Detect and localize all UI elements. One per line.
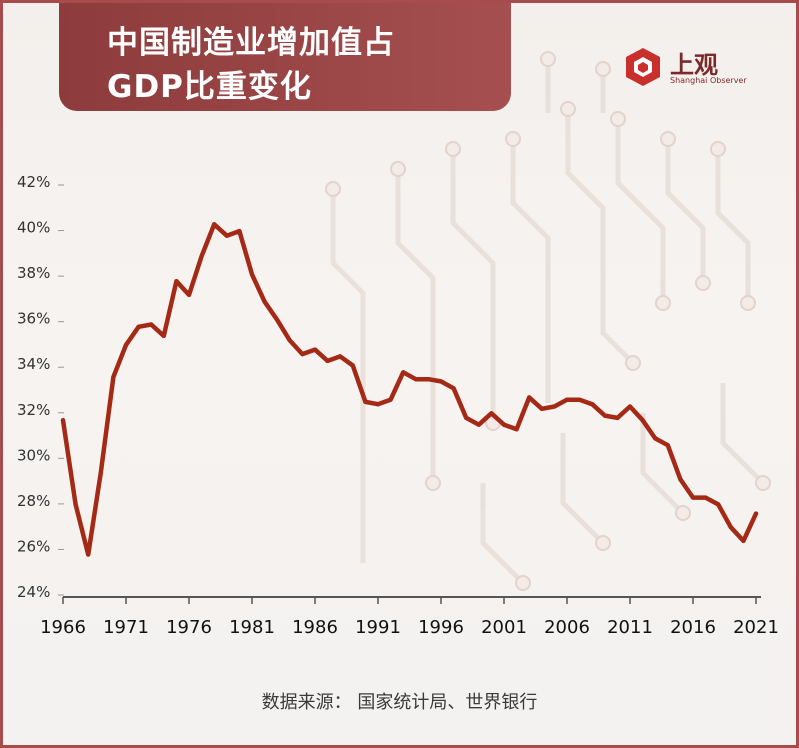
y-tick-label: 32% <box>17 401 50 419</box>
data-point <box>350 363 355 368</box>
data-point <box>691 495 695 500</box>
data-point <box>426 377 431 382</box>
x-tick-label: 1966 <box>40 617 86 638</box>
data-point <box>451 386 456 391</box>
y-tick-label: 38% <box>17 264 50 282</box>
x-axis: 1966 1971 1976 1981 1986 1991 1996 2001 2006 2011… <box>40 596 779 638</box>
data-point <box>124 343 128 347</box>
data-point <box>61 418 65 423</box>
data-point <box>136 324 141 329</box>
data-point <box>439 379 443 384</box>
y-tick-label: 24% <box>17 583 50 601</box>
data-point <box>590 402 595 407</box>
data-point <box>502 422 506 427</box>
data-point <box>275 317 280 322</box>
data-point <box>237 229 242 234</box>
x-tick-label: 2011 <box>607 617 653 638</box>
infographic-card: 中国制造业增加值占 GDP比重变化 上观 Shanghai Observer 2… <box>3 3 796 745</box>
data-point <box>539 406 544 411</box>
data-point <box>73 502 78 507</box>
x-tick-label: 2016 <box>670 617 716 638</box>
x-tick-label: 1996 <box>418 617 464 638</box>
x-tick-label: 2006 <box>544 617 590 638</box>
data-point <box>401 370 406 375</box>
data-point <box>300 352 305 357</box>
circuit-background-decoration <box>325 51 771 591</box>
x-tick-label: 1986 <box>292 617 338 638</box>
y-tick-label: 28% <box>17 492 50 510</box>
data-point <box>741 538 746 543</box>
data-point <box>577 397 582 402</box>
data-point <box>212 222 217 227</box>
data-point <box>250 272 254 277</box>
data-point <box>376 402 380 407</box>
y-tick-label: 34% <box>17 355 50 373</box>
data-point <box>514 427 519 432</box>
data-point <box>653 436 658 441</box>
data-point <box>161 333 166 338</box>
data-point <box>565 397 569 402</box>
data-point <box>199 254 204 259</box>
data-point <box>678 477 683 482</box>
data-point <box>363 399 368 404</box>
data-point <box>703 495 708 500</box>
data-point <box>174 279 179 284</box>
data-point <box>615 415 620 420</box>
x-tick-label: 1976 <box>166 617 212 638</box>
data-point <box>98 470 103 475</box>
series-layer <box>60 222 759 557</box>
brand-logo: 上观 Shanghai Observer <box>623 47 753 87</box>
data-point <box>754 511 758 516</box>
brand-subtitle: Shanghai Observer <box>670 76 747 85</box>
x-tick-label: 1991 <box>355 617 401 638</box>
y-tick-label: 40% <box>17 219 50 237</box>
y-tick-label: 30% <box>17 446 50 464</box>
y-tick-label: 26% <box>17 537 50 555</box>
data-point <box>149 322 154 327</box>
y-tick-label: 42% <box>17 173 50 191</box>
x-tick-label: 2001 <box>481 617 527 638</box>
data-point <box>602 413 607 418</box>
data-point <box>728 525 733 530</box>
series-line <box>60 222 759 557</box>
data-source-note: 数据来源： 国家统计局、世界银行 <box>261 692 538 713</box>
y-tick-label: 36% <box>17 310 50 328</box>
x-tick-label: 1981 <box>229 617 275 638</box>
page-title-line-2: GDP比重变化 <box>107 69 312 105</box>
data-point <box>325 358 330 363</box>
data-point <box>338 354 343 359</box>
line-chart: 24%26%28%30%32%34%36%38%40%42% 1966 1971 1… <box>17 173 779 638</box>
data-point <box>287 338 292 343</box>
data-point <box>224 233 229 238</box>
data-point <box>716 502 721 507</box>
data-point <box>313 347 317 352</box>
data-point <box>552 404 557 409</box>
data-point <box>628 404 632 409</box>
page-title-line-1: 中国制造业增加值占 <box>107 25 395 61</box>
x-tick-label: 2021 <box>733 617 779 638</box>
brand-name: 上观 <box>670 51 718 79</box>
data-point <box>640 418 645 423</box>
title-banner: 中国制造业增加值占 GDP比重变化 <box>59 3 511 111</box>
data-point <box>413 377 418 382</box>
data-point <box>489 411 494 416</box>
data-point <box>665 443 670 448</box>
data-point <box>476 422 481 427</box>
data-point <box>86 552 91 557</box>
x-tick-label: 1971 <box>103 617 149 638</box>
data-point <box>187 292 191 297</box>
data-point <box>464 415 469 420</box>
data-point <box>262 299 267 304</box>
data-point <box>527 395 532 400</box>
shanghai-observer-logo-icon <box>626 48 660 86</box>
y-axis-tick-labels: 24% 26% 28% 30% 32% 34% 36% 38% 40% 42% <box>17 173 64 601</box>
data-point <box>388 397 393 402</box>
data-point <box>111 374 116 379</box>
